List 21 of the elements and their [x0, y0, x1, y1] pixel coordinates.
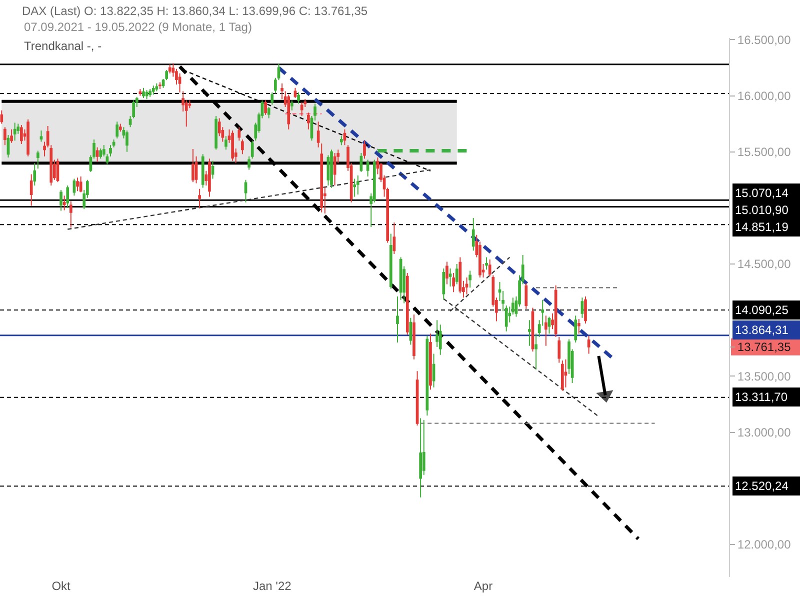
- x-tick-label: Okt: [52, 579, 72, 593]
- y-tick-label: 14.500,00: [737, 257, 792, 272]
- ref-line-label: 14.851,19: [735, 220, 789, 234]
- chart-subtitle: 07.09.2021 - 19.05.2022 (9 Monate, 1 Tag): [24, 20, 252, 34]
- y-tick-label: 13.500,00: [737, 369, 792, 384]
- y-tick-label: 15.500,00: [737, 145, 792, 160]
- y-tick-label: 13.761,35: [737, 340, 792, 354]
- ref-line-label: 13.311,70: [735, 390, 788, 404]
- ref-line-label: 14.090,25: [735, 303, 789, 317]
- annotation: Trendkanal -, -: [24, 39, 102, 53]
- ref-line-label: 12.520,24: [735, 479, 789, 493]
- ref-line-label: 15.010,90: [735, 203, 789, 217]
- y-tick-label: 16.500,00: [737, 32, 792, 47]
- chart-title: DAX (Last) O: 13.822,35 H: 13.860,34 L: 13.699,96 C: 13.761,35: [22, 4, 368, 18]
- y-tick-label: 12.000,00: [737, 538, 792, 552]
- y-tick-label: 13.000,00: [737, 425, 792, 440]
- ref-line-label: 13.864,31: [735, 323, 789, 337]
- y-tick-label: 16.000,00: [737, 88, 792, 103]
- ref-line-label: 15.070,14: [735, 186, 789, 200]
- x-tick-label: Apr: [474, 579, 493, 593]
- x-tick-label: Jan '22: [252, 579, 292, 593]
